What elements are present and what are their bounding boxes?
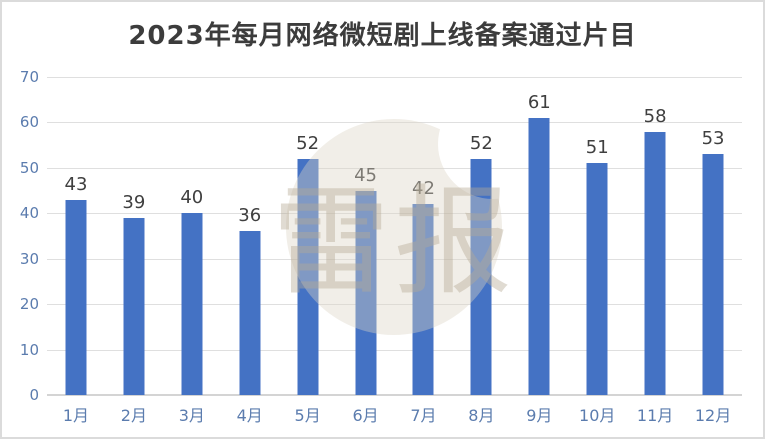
y-axis-tick-label: 10 bbox=[19, 340, 39, 359]
bar-12月 bbox=[702, 154, 724, 395]
bar-11月 bbox=[644, 131, 666, 395]
plot-area: 43 1月 39 2月 40 3月 36 4月 52 5月 45 6月 42 7月 52 8月 61 9月 51 10… bbox=[47, 77, 742, 425]
x-axis-label: 3月 bbox=[178, 406, 205, 425]
bar-column: 52 5月 bbox=[279, 77, 337, 425]
bar-8月 bbox=[470, 158, 492, 395]
gridline bbox=[47, 349, 742, 351]
bar-column: 39 2月 bbox=[105, 77, 163, 425]
bar-10月 bbox=[586, 163, 608, 395]
bar-value-label: 52 bbox=[469, 132, 493, 154]
gridline bbox=[47, 304, 742, 306]
bar-value-label: 52 bbox=[296, 132, 320, 154]
y-axis-tick-label: 30 bbox=[19, 249, 39, 268]
gridline bbox=[47, 213, 742, 215]
bar-value-label: 42 bbox=[412, 178, 435, 200]
bar-5月 bbox=[297, 158, 319, 395]
bar-column: 40 3月 bbox=[163, 77, 221, 425]
x-axis-label: 11月 bbox=[636, 406, 674, 425]
y-axis: 0 10 20 30 40 50 60 70 bbox=[4, 68, 42, 404]
bar-value-label: 43 bbox=[64, 173, 88, 195]
x-axis-label: 5月 bbox=[294, 406, 321, 425]
bar-column: 36 4月 bbox=[221, 77, 279, 425]
bar-value-label: 53 bbox=[701, 128, 725, 150]
bar-1月 bbox=[65, 199, 87, 395]
bar-3月 bbox=[181, 213, 203, 395]
bar-value-label: 45 bbox=[354, 164, 377, 186]
x-axis-label: 9月 bbox=[526, 406, 553, 425]
bar-value-label: 61 bbox=[527, 91, 551, 113]
bar-column: 45 6月 bbox=[337, 77, 395, 425]
x-axis-label: 1月 bbox=[62, 406, 90, 425]
y-axis-tick-label: 20 bbox=[19, 295, 39, 314]
bar-value-label: 51 bbox=[585, 137, 609, 159]
y-axis-tick-label: 0 bbox=[29, 386, 39, 404]
x-axis-label: 4月 bbox=[236, 406, 263, 425]
y-axis-tick-label: 40 bbox=[19, 204, 39, 223]
y-axis-tick-label: 70 bbox=[19, 68, 39, 86]
x-axis-line bbox=[47, 394, 742, 396]
bar-value-label: 36 bbox=[238, 205, 262, 227]
bar-2月 bbox=[123, 217, 145, 395]
x-axis-label: 10月 bbox=[579, 406, 616, 425]
bar-column: 43 1月 bbox=[47, 77, 105, 425]
bar-value-label: 40 bbox=[180, 187, 204, 209]
bar-4月 bbox=[239, 231, 261, 395]
bar-column: 51 10月 bbox=[568, 77, 626, 425]
bar-value-label: 58 bbox=[643, 105, 667, 127]
bar-value-label: 39 bbox=[122, 191, 146, 213]
x-axis-label: 2月 bbox=[120, 406, 147, 425]
x-axis-label: 12月 bbox=[694, 406, 732, 425]
y-axis-tick-label: 50 bbox=[19, 158, 39, 177]
gridline bbox=[47, 122, 742, 124]
x-axis-label: 6月 bbox=[352, 406, 379, 425]
chart-title: 2023年每月网络微短剧上线备案通过片目 bbox=[128, 21, 637, 51]
bar-column: 58 11月 bbox=[626, 77, 684, 425]
bar-column: 52 8月 bbox=[452, 77, 510, 425]
bar-7月 bbox=[412, 204, 434, 395]
gridline bbox=[47, 258, 742, 260]
bar-9月 bbox=[528, 117, 550, 395]
y-axis-tick-label: 60 bbox=[19, 113, 39, 132]
bar-column: 42 7月 bbox=[395, 77, 453, 425]
bar-6月 bbox=[355, 190, 377, 395]
bar-column: 53 12月 bbox=[684, 77, 742, 425]
gridline bbox=[47, 167, 742, 169]
bar-column: 61 9月 bbox=[510, 77, 568, 425]
x-axis-label: 7月 bbox=[410, 406, 437, 425]
x-axis-label: 8月 bbox=[468, 406, 495, 425]
gridline bbox=[47, 77, 742, 78]
